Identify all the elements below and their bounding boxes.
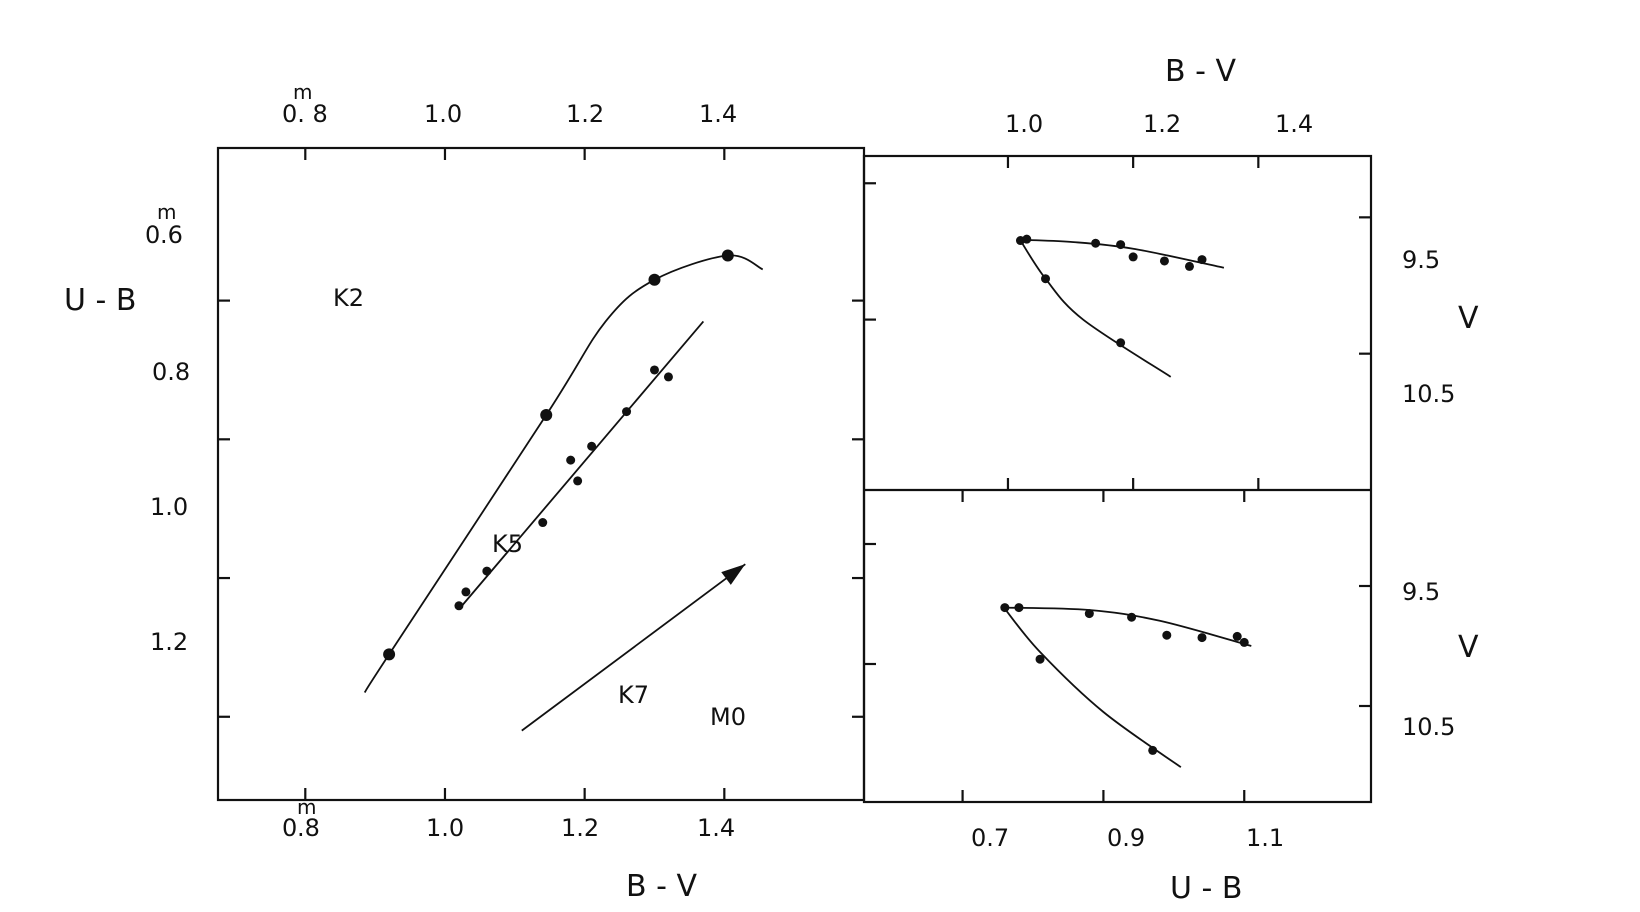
left-y-tick-3: 1.2	[150, 628, 188, 656]
upper-sequence-point	[622, 407, 632, 417]
right-upper-y-label: V	[1458, 301, 1479, 336]
standard-sequence-point	[721, 249, 734, 262]
right-bottom-x-tick-0: 0.7	[971, 824, 1009, 852]
annotation-m0: M0	[710, 703, 746, 731]
right-lower-point	[1197, 633, 1207, 643]
standard-sequence-point	[648, 273, 661, 286]
right-upper-point	[1116, 338, 1126, 348]
upper-sequence-point	[482, 566, 492, 576]
standard-sequence-point	[540, 409, 553, 422]
right-panel-frame	[862, 154, 1373, 804]
left-x-tick-2: 1.2	[561, 814, 599, 842]
upper-sequence-fit-line	[458, 320, 705, 610]
left-panel-ticks	[218, 148, 864, 800]
upper-sequence-point	[663, 372, 673, 382]
left-x-tick-0: 0	[282, 814, 297, 842]
left-y-tick-2: 1.0	[150, 493, 188, 521]
right-upper-point	[1159, 256, 1169, 266]
right-upper-point	[1022, 234, 1032, 244]
left-x-unit-bottom: m	[297, 795, 316, 819]
right-top-x-label: B - V	[1165, 54, 1236, 89]
right-lower-point	[1148, 745, 1158, 755]
right-upper-point	[1128, 252, 1138, 262]
right-upper-point	[1184, 261, 1194, 271]
annotation-k2: K2	[333, 284, 364, 312]
right-lower-point	[1084, 609, 1094, 619]
right-top-x-tick-2: 1.4	[1275, 110, 1313, 138]
right-panel-ticks	[864, 156, 1371, 802]
left-x-tick-1: 1.0	[426, 814, 464, 842]
left-top-tick-0: 0. 8	[282, 100, 328, 128]
right-upper-curve-b	[1019, 240, 1172, 378]
upper-sequence-point	[461, 587, 471, 597]
left-y-label: U - B	[64, 283, 136, 318]
right-bottom-x-label: U - B	[1170, 871, 1242, 906]
right-upper-point	[1197, 255, 1207, 265]
right-upper-point	[1041, 274, 1051, 284]
left-y-unit: m	[157, 200, 176, 224]
right-lower-point	[1232, 631, 1242, 641]
standard-sequence-point	[383, 648, 396, 661]
right-lower-y-tick-1: 10.5	[1402, 713, 1455, 741]
right-lower-point	[1014, 603, 1024, 613]
standard-sequence-curve	[363, 254, 764, 693]
left-x-label: B - V	[626, 869, 697, 904]
right-lower-y-tick-0: 9.5	[1402, 578, 1440, 606]
right-upper-y-tick-1: 10.5	[1402, 380, 1455, 408]
right-bottom-x-tick-1: 0.9	[1107, 824, 1145, 852]
left-y-tick-0: 0	[145, 221, 160, 249]
reddening-arrow-head	[721, 564, 746, 585]
upper-sequence-point	[649, 365, 659, 375]
right-lower-point	[1000, 603, 1010, 613]
upper-sequence-point	[587, 441, 597, 451]
upper-sequence-point	[566, 455, 576, 465]
right-upper-y-tick-0: 9.5	[1402, 246, 1440, 274]
left-x-tick-0-rest: .8	[297, 814, 320, 842]
right-top-x-tick-1: 1.2	[1143, 110, 1181, 138]
upper-sequence-point	[538, 518, 548, 528]
left-top-tick-2: 1.2	[566, 100, 604, 128]
annotation-k7: K7	[618, 681, 649, 709]
right-top-x-tick-0: 1.0	[1005, 110, 1043, 138]
right-lower-point	[1035, 654, 1045, 664]
right-lower-point	[1162, 630, 1172, 640]
right-lower-y-label: V	[1458, 630, 1479, 665]
left-y-tick-0-rest: .6	[160, 221, 183, 249]
left-panel-frame	[216, 146, 866, 802]
right-upper-curve-a	[1020, 238, 1225, 269]
reddening-arrow-shaft	[521, 563, 746, 732]
upper-sequence-point	[454, 601, 464, 611]
right-lower-curve-a	[1004, 606, 1252, 647]
annotation-k5: K5	[492, 530, 523, 558]
right-bottom-x-tick-2: 1.1	[1246, 824, 1284, 852]
right-lower-curve-b	[1004, 608, 1182, 768]
left-x-tick-3: 1.4	[697, 814, 735, 842]
left-top-unit: m	[293, 80, 312, 104]
left-top-tick-3: 1.4	[699, 100, 737, 128]
right-lower-point	[1239, 637, 1249, 647]
right-upper-point	[1091, 238, 1101, 248]
upper-sequence-point	[573, 476, 583, 486]
left-top-tick-1: 1.0	[424, 100, 462, 128]
right-lower-point	[1127, 612, 1137, 622]
right-upper-point	[1116, 240, 1126, 250]
left-y-tick-1: 0.8	[152, 358, 190, 386]
plot-marks	[363, 234, 1252, 768]
